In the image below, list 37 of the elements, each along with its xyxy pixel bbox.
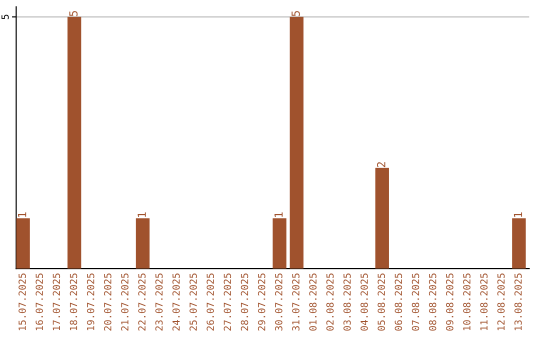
x-tick-label: 21.07.2025 — [121, 274, 128, 331]
x-tick-label: 24.07.2025 — [172, 274, 180, 331]
x-tick-label: 13.08.2025 — [514, 274, 522, 330]
x-tick-label: 03.08.2025 — [343, 274, 351, 331]
x-tick-label: 08.08.2025 — [428, 274, 436, 331]
x-tick-label: 15.07.2025 — [18, 274, 26, 330]
data-label: 1 — [18, 212, 26, 217]
data-label: 1 — [274, 212, 283, 217]
x-tick-label: 22.07.2025 — [138, 274, 146, 331]
x-tick-label: 16.07.2025 — [36, 274, 43, 330]
data-label: 2 — [376, 162, 386, 168]
x-tick-label: 12.08.2025 — [497, 274, 505, 330]
x-tick-label: 27.07.2025 — [224, 274, 232, 331]
x-tick-label: 23.07.2025 — [155, 274, 163, 331]
x-tick-label: 07.08.2025 — [412, 274, 420, 331]
data-label: 1 — [138, 212, 146, 217]
x-tick-label: 20.07.2025 — [104, 274, 112, 331]
data-label: 5 — [69, 11, 78, 16]
x-tick-label: 30.07.2025 — [275, 274, 282, 331]
x-tick-label: 06.08.2025 — [394, 274, 402, 331]
data-label: 5 — [292, 11, 300, 16]
x-tick-label: 29.07.2025 — [258, 274, 266, 331]
x-tick-label: 02.08.2025 — [326, 274, 334, 331]
x-tick-label: 25.07.2025 — [190, 274, 197, 331]
x-tick-label: 19.07.2025 — [86, 274, 94, 330]
x-tick-label: 17.07.2025 — [52, 274, 60, 330]
data-label: 1 — [514, 212, 522, 217]
x-tick-label: 01.08.2025 — [309, 274, 317, 331]
x-tick-label: 10.08.2025 — [463, 274, 470, 330]
x-tick-label: 28.07.2025 — [240, 274, 248, 331]
x-tick-label: 09.08.2025 — [446, 274, 454, 331]
x-tick-label: 04.08.2025 — [360, 274, 368, 331]
x-tick-label: 31.07.2025 — [292, 274, 300, 331]
x-tick-label: 18.07.2025 — [70, 274, 78, 330]
x-tick-label: 26.07.2025 — [206, 274, 214, 331]
x-tick-label: 05.08.2025 — [378, 274, 385, 331]
x-tick-label: 11.08.2025 — [480, 274, 488, 330]
